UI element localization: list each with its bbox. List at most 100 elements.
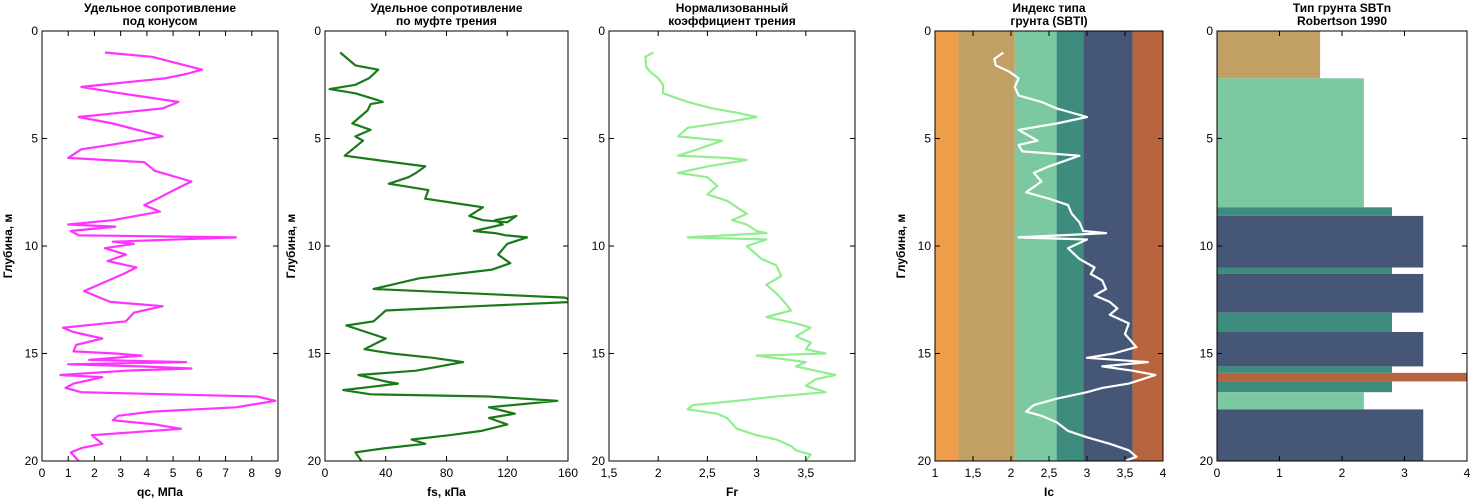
chart-title: Индекс типа грунта (SBTI) bbox=[1010, 1, 1087, 28]
layer-bar-5 bbox=[1217, 267, 1392, 274]
x-tick-label: 40 bbox=[379, 466, 393, 480]
x-tick-label: 3,5 bbox=[797, 466, 814, 480]
y-axis-label: Глубина, м bbox=[1, 214, 15, 279]
x-tick-label: 1,5 bbox=[965, 466, 982, 480]
y-tick-label: 5 bbox=[31, 132, 38, 146]
x-tick-label: 2,5 bbox=[699, 466, 716, 480]
x-axis-label: fs, кПа bbox=[427, 485, 466, 499]
x-tick-label: 1,5 bbox=[601, 466, 618, 480]
series-line-1 bbox=[59, 51, 277, 461]
x-axis-label: Ic bbox=[1044, 485, 1054, 499]
y-tick-label: 15 bbox=[308, 347, 322, 361]
x-tick-label: 120 bbox=[497, 466, 517, 480]
y-tick-label: 5 bbox=[1206, 132, 1213, 146]
y-tick-label: 15 bbox=[1200, 347, 1214, 361]
chart-title-line: Индекс типа bbox=[1012, 1, 1086, 15]
panel-4: 1 1,5 2 2,5 3 3,5 4 0 5 10 15 20 Индекс типа грунта (… bbox=[894, 1, 1167, 499]
x-tick-label: 3,5 bbox=[1117, 466, 1134, 480]
chart-title-line: по муфте трения bbox=[396, 14, 497, 28]
y-tick-label: 0 bbox=[314, 24, 321, 38]
x-tick-label: 3 bbox=[1084, 466, 1091, 480]
y-tick-label: 0 bbox=[1206, 24, 1213, 38]
layer-bar-12 bbox=[1217, 392, 1364, 410]
y-tick-label: 5 bbox=[314, 132, 321, 146]
x-tick-label: 9 bbox=[275, 466, 282, 480]
x-tick-label: 160 bbox=[558, 466, 578, 480]
layer-bar-7 bbox=[1217, 312, 1392, 332]
chart-title-line: грунта (SBTI) bbox=[1010, 14, 1087, 28]
zone-band-6 bbox=[1132, 31, 1163, 461]
y-tick-label: 20 bbox=[1200, 454, 1214, 468]
x-tick-label: 5 bbox=[170, 466, 177, 480]
chart-title-line: Удельное сопротивление bbox=[84, 1, 236, 15]
x-tick-label: 3 bbox=[1401, 466, 1408, 480]
series-line-1 bbox=[328, 51, 568, 461]
layer-bar-8 bbox=[1217, 332, 1424, 367]
x-tick-label: 1 bbox=[65, 466, 72, 480]
series-line-1 bbox=[644, 51, 837, 461]
x-tick-label: 3 bbox=[753, 466, 760, 480]
x-tick-label: 2 bbox=[1008, 466, 1015, 480]
chart-title-line: Robertson 1990 bbox=[1297, 14, 1387, 28]
layer-bar-1 bbox=[1217, 31, 1321, 79]
x-tick-label: 2,5 bbox=[1041, 466, 1058, 480]
zone-band-2 bbox=[958, 31, 1015, 461]
x-tick-label: 0 bbox=[322, 466, 329, 480]
chart-title-line: Нормализованный bbox=[676, 1, 789, 15]
layer-bar-4 bbox=[1217, 215, 1424, 268]
zone-band-4 bbox=[1056, 31, 1084, 461]
plot-frame bbox=[608, 30, 856, 462]
y-tick-label: 10 bbox=[308, 239, 322, 253]
x-tick-label: 7 bbox=[222, 466, 229, 480]
y-tick-label: 15 bbox=[918, 347, 932, 361]
x-tick-label: 8 bbox=[248, 466, 255, 480]
panel-5: 0 1 2 3 4 0 5 10 15 20 Тип грунта SBTn Robertson 19… bbox=[1200, 1, 1471, 480]
y-tick-label: 0 bbox=[31, 24, 38, 38]
x-tick-label: 4 bbox=[1464, 466, 1471, 480]
y-tick-label: 0 bbox=[598, 24, 605, 38]
chart-title-line: Тип грунта SBTn bbox=[1293, 1, 1391, 15]
y-tick-label: 15 bbox=[25, 347, 39, 361]
y-tick-label: 10 bbox=[918, 239, 932, 253]
x-tick-label: 2 bbox=[1339, 466, 1346, 480]
x-tick-label: 1 bbox=[932, 466, 939, 480]
x-axis-label: qc, МПа bbox=[137, 485, 183, 499]
x-tick-label: 1 bbox=[1276, 466, 1283, 480]
zone-band-1 bbox=[935, 31, 959, 461]
y-axis-label: Глубина, м bbox=[894, 214, 908, 279]
chart-title-line: коэффициент трения bbox=[668, 14, 795, 28]
panel-1: 0 1 2 3 4 5 6 7 8 9 0 5 10 15 20 Удельное сопротивление… bbox=[1, 1, 282, 499]
y-tick-label: 20 bbox=[918, 454, 932, 468]
layer-bar-3 bbox=[1217, 207, 1392, 216]
x-tick-label: 0 bbox=[1214, 466, 1221, 480]
x-tick-label: 80 bbox=[440, 466, 454, 480]
chart-title: Нормализованный коэффициент трения bbox=[668, 1, 795, 28]
x-tick-label: 4 bbox=[1160, 466, 1167, 480]
y-axis-label: Глубина, м bbox=[284, 214, 298, 279]
chart-title: Тип грунта SBTn Robertson 1990 bbox=[1293, 1, 1391, 28]
x-tick-label: 4 bbox=[144, 466, 151, 480]
layer-bar-11 bbox=[1217, 381, 1392, 393]
x-axis-label: Fr bbox=[726, 485, 738, 499]
chart-title: Удельное сопротивление по муфте трения bbox=[370, 1, 522, 28]
x-tick-label: 2 bbox=[655, 466, 662, 480]
chart-title: Удельное сопротивление под конусом bbox=[84, 1, 236, 28]
x-tick-label: 3 bbox=[117, 466, 124, 480]
y-tick-label: 15 bbox=[592, 347, 606, 361]
layer-bar-10 bbox=[1217, 372, 1467, 382]
layer-bar-2 bbox=[1217, 78, 1364, 208]
x-tick-label: 0 bbox=[39, 466, 46, 480]
y-tick-label: 0 bbox=[924, 24, 931, 38]
layer-bar-13 bbox=[1217, 409, 1424, 461]
y-tick-label: 5 bbox=[598, 132, 605, 146]
y-tick-label: 20 bbox=[308, 454, 322, 468]
panel-3: 1,5 2 2,5 3 3,5 0 5 10 15 20 Нормализованный коэффи… bbox=[592, 1, 856, 499]
y-tick-label: 20 bbox=[592, 454, 606, 468]
x-tick-label: 6 bbox=[196, 466, 203, 480]
chart-title-line: Удельное сопротивление bbox=[370, 1, 522, 15]
y-tick-label: 5 bbox=[924, 132, 931, 146]
y-tick-label: 10 bbox=[592, 239, 606, 253]
y-tick-label: 20 bbox=[25, 454, 39, 468]
zone-band-3 bbox=[1014, 31, 1057, 461]
